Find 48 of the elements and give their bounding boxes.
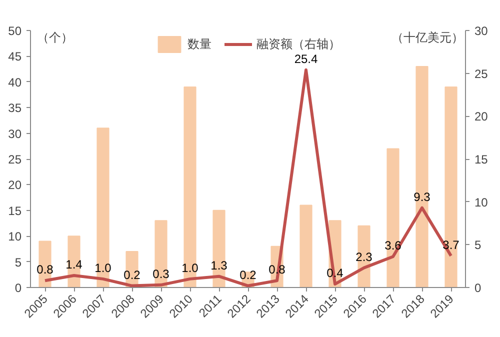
y2-tick-label: 25 bbox=[474, 66, 488, 81]
y2-tick-label: 10 bbox=[474, 195, 488, 210]
legend-label: 数量 bbox=[188, 36, 212, 52]
y-tick-label: 20 bbox=[8, 178, 22, 192]
y-tick-label: 35 bbox=[8, 101, 22, 116]
y-tick-label: 5 bbox=[14, 255, 22, 270]
data-label: 2.3 bbox=[356, 250, 373, 264]
bar bbox=[212, 210, 226, 288]
y-axis-title: （个） bbox=[37, 30, 73, 44]
y-tick-label: 15 bbox=[8, 204, 22, 218]
bar bbox=[154, 220, 168, 288]
y-tick-label: 50 bbox=[8, 24, 22, 38]
y-tick-label: 45 bbox=[8, 50, 22, 64]
data-label: 0.8 bbox=[268, 262, 286, 277]
y2-tick-label: 20 bbox=[474, 110, 488, 124]
bar bbox=[68, 236, 80, 288]
bar bbox=[96, 128, 110, 288]
bar bbox=[38, 240, 52, 288]
data-label: 1.4 bbox=[66, 258, 83, 272]
bar bbox=[416, 66, 428, 288]
bar bbox=[358, 225, 370, 288]
data-label: 0.4 bbox=[326, 266, 344, 280]
bar bbox=[184, 86, 196, 288]
bar bbox=[386, 148, 400, 288]
y-tick-label: 40 bbox=[8, 75, 22, 90]
y2-tick-label: 30 bbox=[474, 24, 488, 38]
data-label: 1.3 bbox=[210, 258, 228, 272]
data-label: 0.2 bbox=[124, 268, 141, 282]
data-label: 0.3 bbox=[152, 266, 170, 281]
y-tick-label: 10 bbox=[8, 230, 22, 244]
y2-tick-label: 15 bbox=[474, 152, 488, 166]
y-tick-label: 25 bbox=[8, 152, 22, 166]
data-label: 1.0 bbox=[182, 260, 199, 275]
y2-axis-title: （十亿美元） bbox=[392, 30, 464, 44]
data-label: 0.8 bbox=[36, 262, 54, 277]
data-label: 9.3 bbox=[414, 190, 431, 204]
y2-tick-label: 0 bbox=[474, 281, 482, 295]
y-tick-label: 30 bbox=[8, 126, 22, 141]
data-label: 1.0 bbox=[94, 260, 112, 275]
y-tick-label: 0 bbox=[14, 281, 22, 295]
bar bbox=[300, 204, 312, 288]
data-label: 25.4 bbox=[294, 52, 318, 66]
legend-label: 融资额（右轴） bbox=[256, 36, 340, 52]
bar bbox=[444, 86, 458, 288]
data-label: 0.2 bbox=[240, 268, 257, 282]
y2-tick-label: 5 bbox=[474, 238, 482, 252]
data-label: 3.7 bbox=[442, 238, 460, 252]
data-label: 3.6 bbox=[384, 238, 402, 253]
